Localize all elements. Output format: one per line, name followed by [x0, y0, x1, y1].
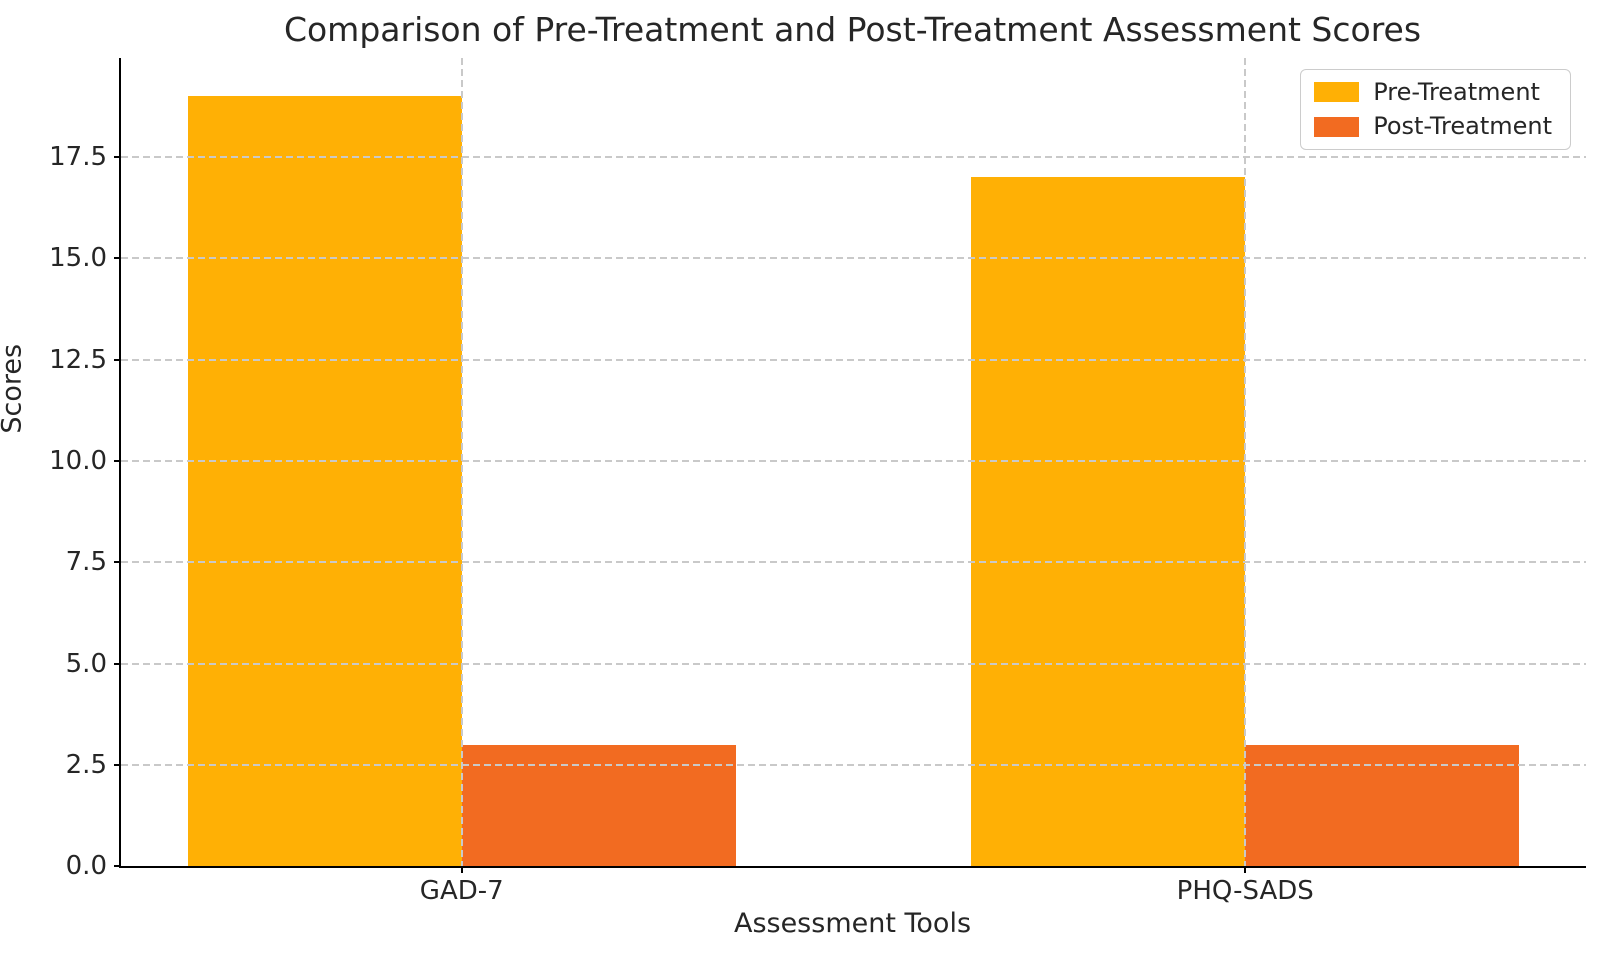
y-tick-mark [114, 358, 121, 361]
y-gridline [121, 561, 1586, 564]
legend: Pre-Treatment Post-Treatment [1300, 69, 1571, 150]
x-tick-mark [1244, 866, 1247, 873]
legend-item-pre-treatment: Pre-Treatment [1314, 79, 1552, 105]
x-tick-label-phq-sads: PHQ-SADS [1176, 876, 1314, 906]
y-tick-label: 10.0 [49, 446, 107, 476]
y-tick-label: 17.5 [49, 142, 107, 173]
y-gridline [121, 763, 1586, 766]
x-tick-mark [460, 866, 463, 873]
y-tick-mark [114, 460, 121, 462]
x-tick-label-gad-7: GAD-7 [419, 876, 504, 906]
y-tick-label: 2.5 [65, 749, 107, 780]
x-axis-label: Assessment Tools [733, 908, 972, 939]
y-tick-label: 0.0 [65, 851, 107, 881]
y-gridline [121, 156, 1586, 159]
y-tick-mark [114, 257, 121, 260]
x-gridline [1244, 58, 1247, 866]
y-tick-mark [114, 763, 121, 766]
bar-pre-treatment-phq-sads [970, 177, 1246, 866]
y-gridline [121, 460, 1586, 462]
legend-label-pre-treatment: Pre-Treatment [1373, 78, 1540, 106]
y-tick-label: 7.5 [65, 547, 107, 578]
legend-label-post-treatment: Post-Treatment [1373, 112, 1552, 141]
bar-post-treatment-phq-sads [1245, 744, 1520, 866]
y-tick-label: 12.5 [49, 344, 107, 375]
y-gridline [121, 257, 1586, 260]
y-tick-label: 15.0 [49, 243, 107, 274]
y-tick-mark [114, 156, 121, 159]
y-gridline [121, 358, 1586, 361]
legend-swatch-pre-treatment [1314, 82, 1360, 103]
y-tick-mark [114, 662, 121, 665]
y-tick-mark [114, 865, 121, 867]
y-tick-label: 5.0 [65, 648, 107, 679]
bar-pre-treatment-gad-7 [187, 96, 462, 866]
y-tick-mark [114, 561, 121, 564]
x-gridline [460, 58, 463, 866]
plot-area: Pre-Treatment Post-Treatment 0.0 2.5 5.0 7.5… [49, 58, 1586, 906]
bar-post-treatment-gad-7 [461, 744, 736, 866]
legend-swatch-post-treatment [1314, 116, 1360, 137]
legend-item-post-treatment: Post-Treatment [1314, 112, 1552, 141]
y-gridline [121, 662, 1586, 665]
y-axis-label: Scores [0, 343, 28, 434]
chart-title: Comparison of Pre-Treatment and Post-Tre… [283, 10, 1422, 49]
